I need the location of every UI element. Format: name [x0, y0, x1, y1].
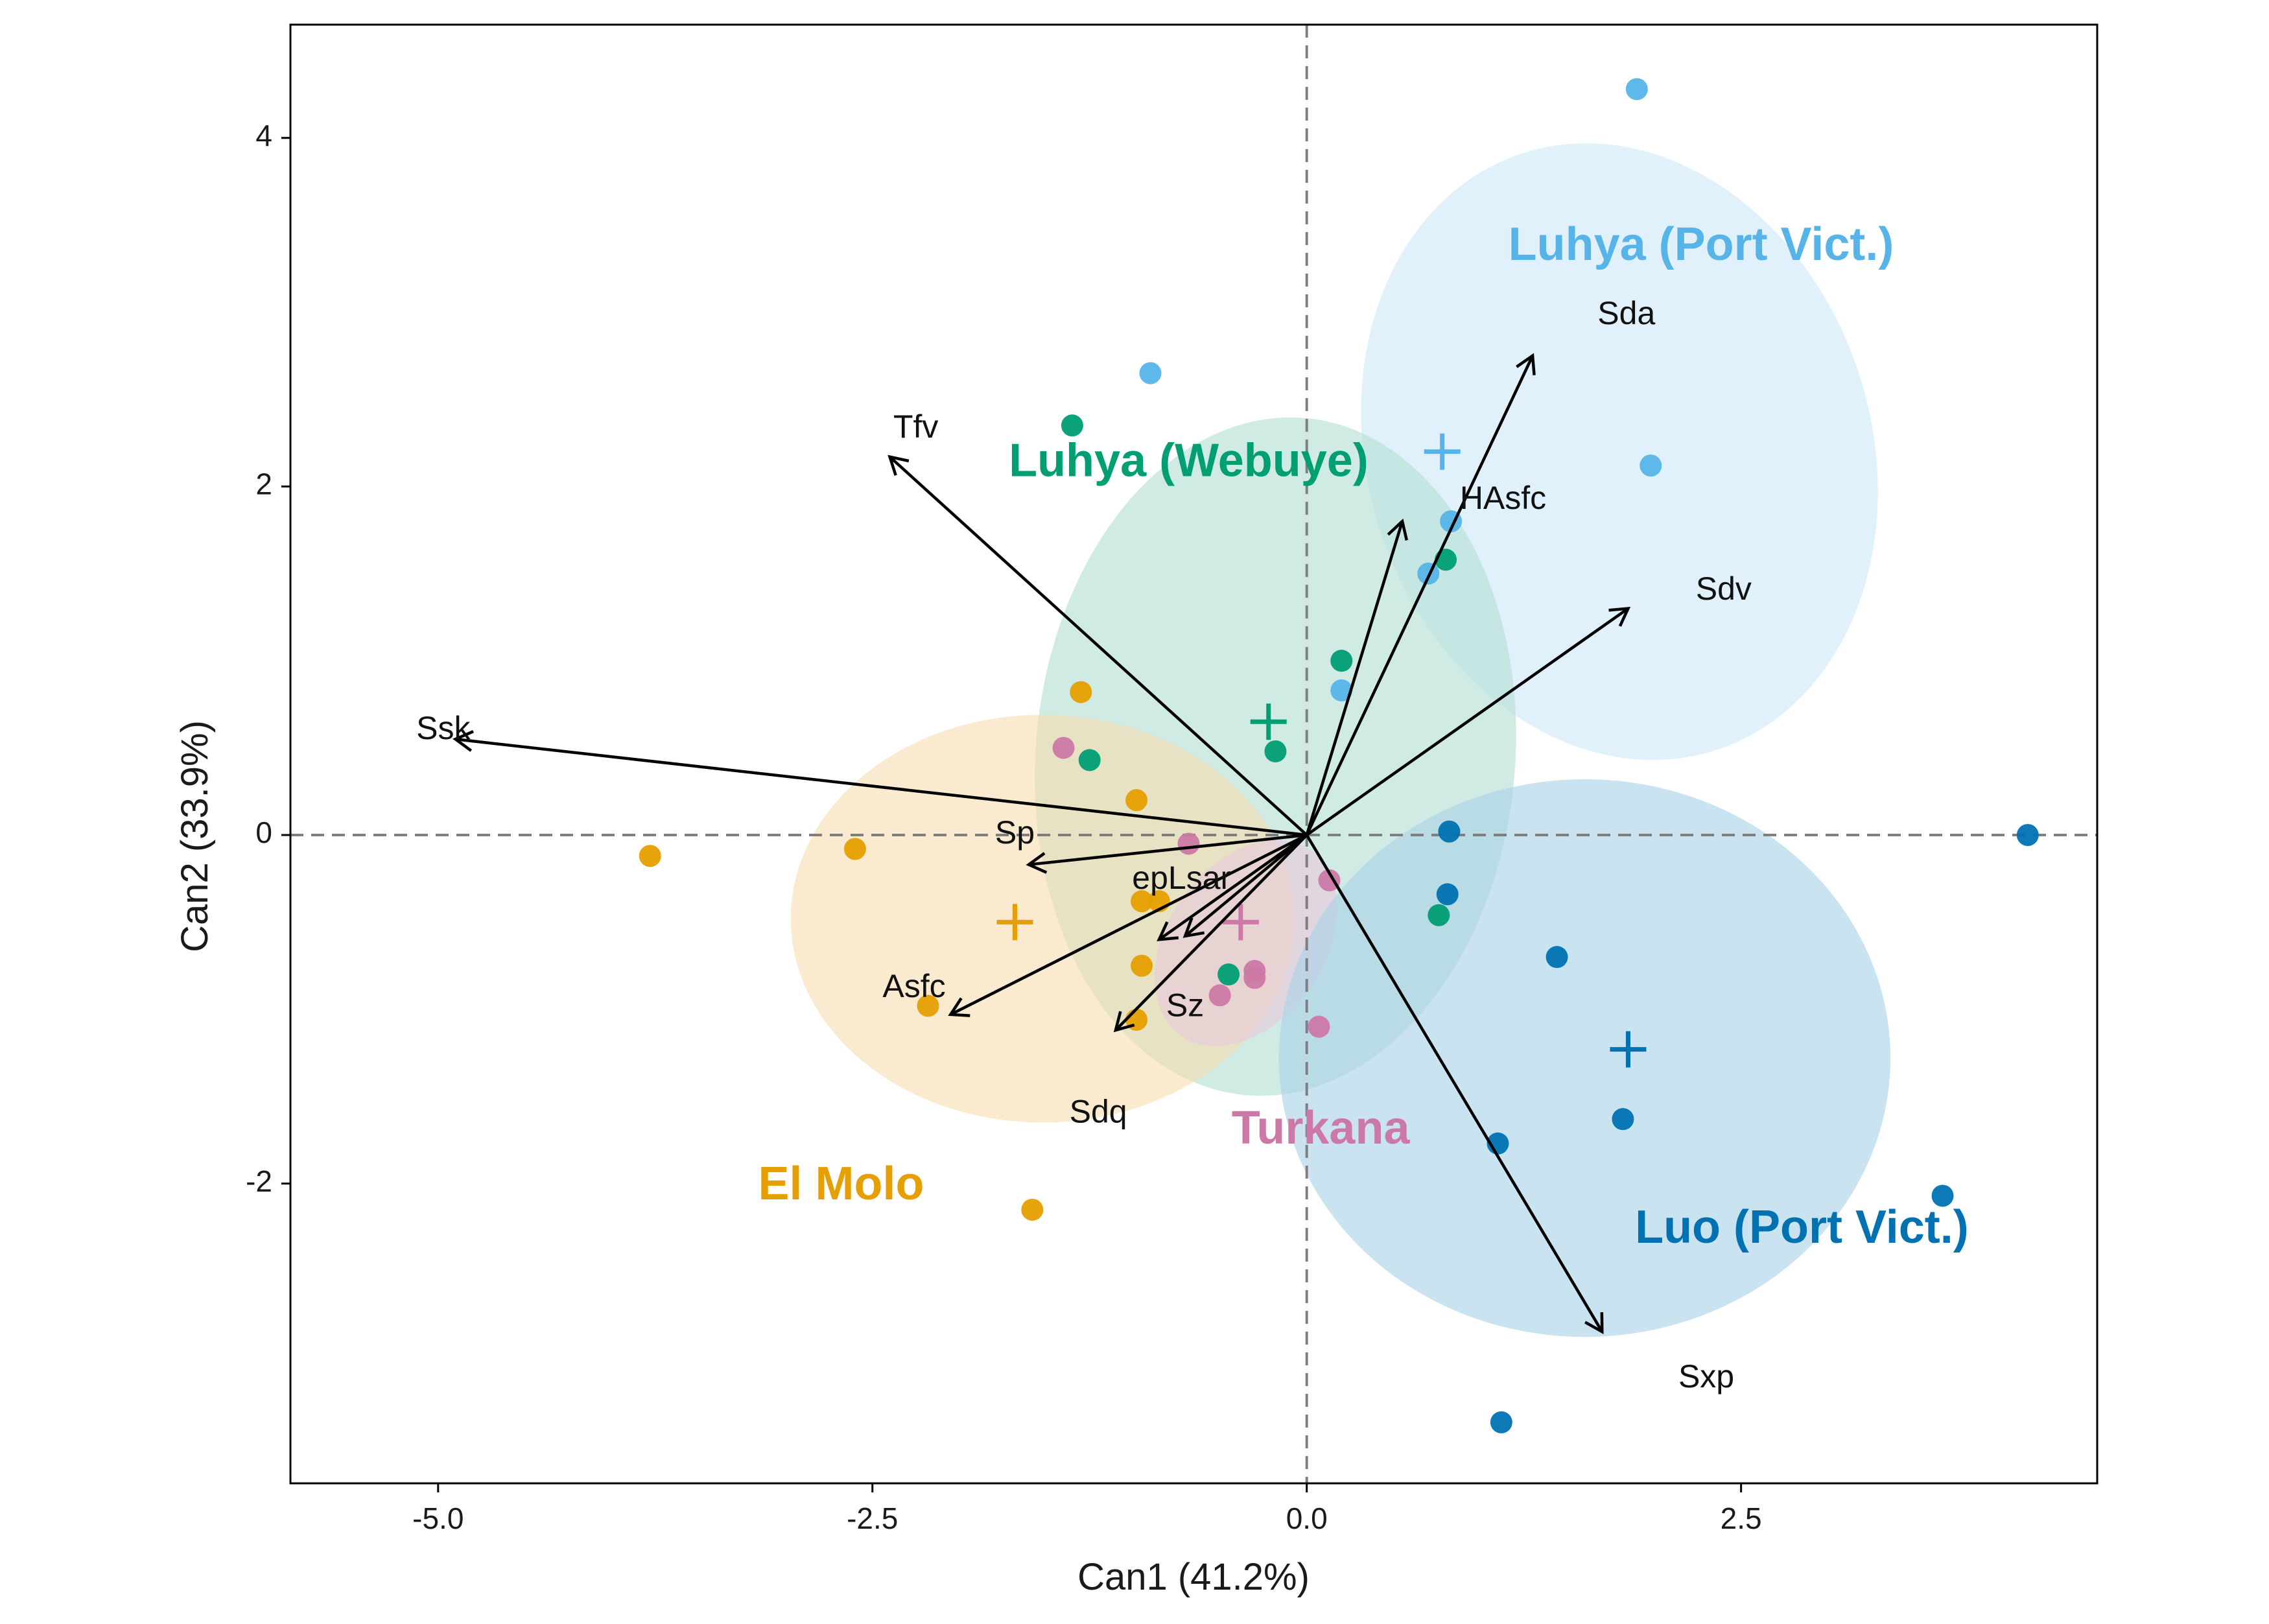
vector-label-asfc: Asfc [882, 968, 945, 1004]
point-turkana [1052, 736, 1075, 759]
vector-arrowhead-asfc [948, 997, 970, 1017]
vector-label-sdq: Sdq [1070, 1093, 1127, 1129]
group-labels: Luhya (Port Vict.) Luhya (Webuye) El Molo T… [758, 218, 1969, 1253]
point-el-molo [1070, 681, 1092, 703]
x-tick-label: 2.5 [1721, 1501, 1762, 1535]
point-luo-port-vict [1436, 883, 1459, 906]
group-label-el-molo: El Molo [758, 1158, 924, 1210]
vector-arrowhead-sda [1516, 353, 1536, 375]
y-tick-label: 4 [255, 119, 272, 152]
vector-arrowhead-hasfc [1387, 518, 1409, 541]
group-label-turkana: Turkana [1232, 1102, 1411, 1154]
centroid-luhya-port-vict [1424, 433, 1461, 470]
y-axis-title: Can2 (33.9%) [174, 720, 216, 952]
point-luo-port-vict [1438, 820, 1461, 843]
variable-labels: Sda HAsfc Sdv Tfv Ssk Sp epLsar Asfc Sz Sdq Sxp [416, 295, 1752, 1395]
point-el-molo [639, 845, 661, 867]
group-label-luo-port-vict: Luo (Port Vict.) [1635, 1201, 1969, 1253]
point-luhya-webuye [1330, 650, 1353, 672]
x-tick-label: -5.0 [412, 1501, 464, 1535]
x-tick-label: -2.5 [847, 1501, 898, 1535]
vector-sp [1028, 833, 1307, 866]
point-luhya-webuye [1061, 414, 1083, 437]
vector-eplsar [1184, 834, 1308, 937]
point-el-molo [843, 838, 866, 860]
vector-arrowhead-sz [1157, 921, 1179, 941]
point-el-molo [917, 994, 939, 1017]
vector-label-sp: Sp [995, 814, 1035, 851]
point-el-molo [1125, 789, 1148, 812]
point-luhya-webuye [1078, 749, 1101, 771]
vector-tfv [889, 456, 1308, 836]
vector-asfc [950, 833, 1308, 1016]
x-tick-label: 0.0 [1286, 1501, 1328, 1535]
point-luo-port-vict [1546, 946, 1568, 969]
point-turkana [1318, 869, 1341, 891]
vector-sdv [1306, 607, 1629, 836]
point-el-molo [1021, 1198, 1044, 1221]
point-luo-port-vict [2016, 824, 2039, 846]
vector-label-eplsar: epLsar [1132, 860, 1231, 896]
vector-sda [1305, 355, 1534, 836]
centroid-turkana [1222, 904, 1259, 941]
vector-label-ssk: Ssk [416, 710, 471, 746]
centroid-el-molo [996, 904, 1033, 941]
vector-label-sda: Sda [1597, 295, 1655, 331]
y-tick-label: 0 [255, 816, 272, 849]
vector-hasfc [1305, 521, 1404, 836]
point-luhya-port-vict [1625, 78, 1648, 100]
point-luhya-port-vict [1640, 454, 1662, 477]
vector-arrowhead-sdv [1608, 606, 1631, 627]
vector-sxp [1305, 834, 1604, 1333]
vector-label-tfv: Tfv [893, 408, 938, 445]
point-el-molo [1131, 954, 1153, 977]
centroid-luhya-webuye [1250, 703, 1287, 740]
vector-arrowhead-ssk [453, 730, 474, 752]
vector-sz [1158, 834, 1308, 941]
vector-arrowhead-sxp [1584, 1312, 1604, 1334]
variable-vectors [453, 353, 1631, 1334]
group-label-luhya-webuye: Luhya (Webuye) [1009, 434, 1369, 486]
vector-label-hasfc: HAsfc [1460, 480, 1546, 516]
vector-ssk [455, 737, 1307, 837]
point-luhya-webuye [1264, 740, 1287, 762]
group-label-luhya-port-vict: Luhya (Port Vict.) [1509, 218, 1894, 270]
point-luo-port-vict [1931, 1184, 1954, 1207]
panel-border [289, 23, 2099, 1485]
point-el-molo [1131, 890, 1153, 913]
data-points [639, 78, 2039, 1433]
vector-arrowhead-eplsar [1182, 917, 1205, 938]
vector-arrowhead-sp [1026, 852, 1048, 874]
point-luhya-port-vict [1139, 362, 1162, 384]
vector-label-sdv: Sdv [1696, 571, 1752, 607]
axes: -5.0 -2.5 0.0 2.5 -2 0 2 4 [246, 119, 1762, 1535]
point-luhya-webuye [1217, 963, 1240, 986]
point-turkana [1177, 832, 1200, 855]
y-tick-label: -2 [246, 1164, 272, 1198]
vector-sdq [1114, 834, 1308, 1031]
vector-arrowhead-tfv [888, 454, 910, 476]
vector-label-sxp: Sxp [1678, 1358, 1734, 1395]
point-luo-port-vict [1612, 1108, 1634, 1131]
group-centroids [996, 433, 1647, 1068]
point-luo-port-vict [1490, 1411, 1512, 1433]
centroid-luo-port-vict [1610, 1031, 1647, 1068]
vector-label-sz: Sz [1166, 987, 1204, 1023]
x-axis-title: Can1 (41.2%) [1077, 1556, 1310, 1598]
point-turkana [1208, 984, 1231, 1007]
point-turkana [1243, 967, 1266, 989]
point-luhya-webuye [1428, 904, 1450, 926]
vector-arrowhead-sdq [1113, 1011, 1135, 1033]
y-tick-label: 2 [255, 467, 272, 501]
point-luhya-port-vict [1330, 679, 1353, 701]
point-turkana [1308, 1015, 1330, 1038]
